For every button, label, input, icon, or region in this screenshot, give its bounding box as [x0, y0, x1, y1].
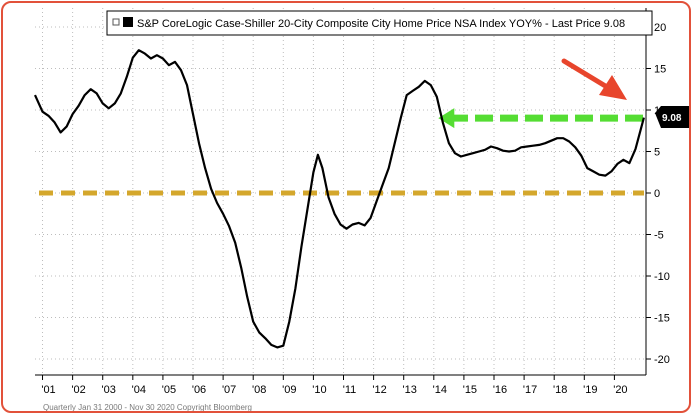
- x-tick-label: '08: [252, 384, 266, 396]
- x-tick-label: '15: [463, 384, 477, 396]
- x-tick-label: '14: [433, 384, 447, 396]
- y-tick-label: -20: [654, 354, 670, 366]
- reference-lines: [39, 108, 644, 196]
- y-tick-label: 5: [654, 147, 660, 159]
- green-arrow-head: [438, 108, 455, 129]
- x-tick-label: '20: [613, 384, 627, 396]
- last-value-marker: 9.08: [655, 106, 689, 128]
- series-line: [33, 49, 645, 349]
- series-layer: [33, 49, 645, 349]
- red-arrow-shaft: [561, 58, 610, 90]
- x-tick-label: '10: [312, 384, 326, 396]
- legend-swatch-icon: [123, 17, 133, 27]
- x-tick-label: '17: [523, 384, 537, 396]
- y-tick-label: -10: [654, 271, 670, 283]
- x-tick-label: '06: [192, 384, 206, 396]
- y-tick-label: 20: [654, 22, 666, 34]
- x-tick-label: '19: [583, 384, 597, 396]
- x-tick-label: '05: [162, 384, 176, 396]
- x-tick-label: '07: [222, 384, 236, 396]
- x-tick-label: '18: [553, 384, 567, 396]
- red-arrow-annotation: [561, 58, 627, 100]
- line-chart: 20151050-5-10-15-20'01'02'03'04'05'06'07…: [33, 8, 689, 412]
- legend: S&P CoreLogic Case-Shiller 20-City Compo…: [106, 10, 653, 36]
- last-value-label: 9.08: [662, 113, 682, 124]
- footer-text: Quarterly Jan 31 2000 - Nov 30 2020 Copy…: [43, 403, 252, 412]
- x-tick-label: '16: [493, 384, 507, 396]
- x-tick-label: '12: [372, 384, 386, 396]
- x-tick-label: '13: [403, 384, 417, 396]
- red-arrow-head: [599, 75, 627, 100]
- chart-frame: 20151050-5-10-15-20'01'02'03'04'05'06'07…: [1, 1, 691, 413]
- y-tick-label: 15: [654, 64, 666, 76]
- x-tick-label: '03: [102, 384, 116, 396]
- legend-collapse-icon[interactable]: [112, 18, 120, 26]
- axes: 20151050-5-10-15-20'01'02'03'04'05'06'07…: [35, 8, 670, 396]
- x-tick-label: '04: [132, 384, 146, 396]
- x-tick-label: '01: [41, 384, 55, 396]
- y-tick-label: -5: [654, 230, 664, 242]
- x-tick-label: '09: [282, 384, 296, 396]
- x-tick-label: '02: [71, 384, 85, 396]
- legend-label: S&P CoreLogic Case-Shiller 20-City Compo…: [137, 18, 625, 30]
- x-tick-label: '11: [343, 384, 357, 396]
- y-tick-label: 0: [654, 188, 660, 200]
- last-value-box: [655, 106, 689, 128]
- y-tick-label: -15: [654, 313, 670, 325]
- annotations: [561, 58, 627, 100]
